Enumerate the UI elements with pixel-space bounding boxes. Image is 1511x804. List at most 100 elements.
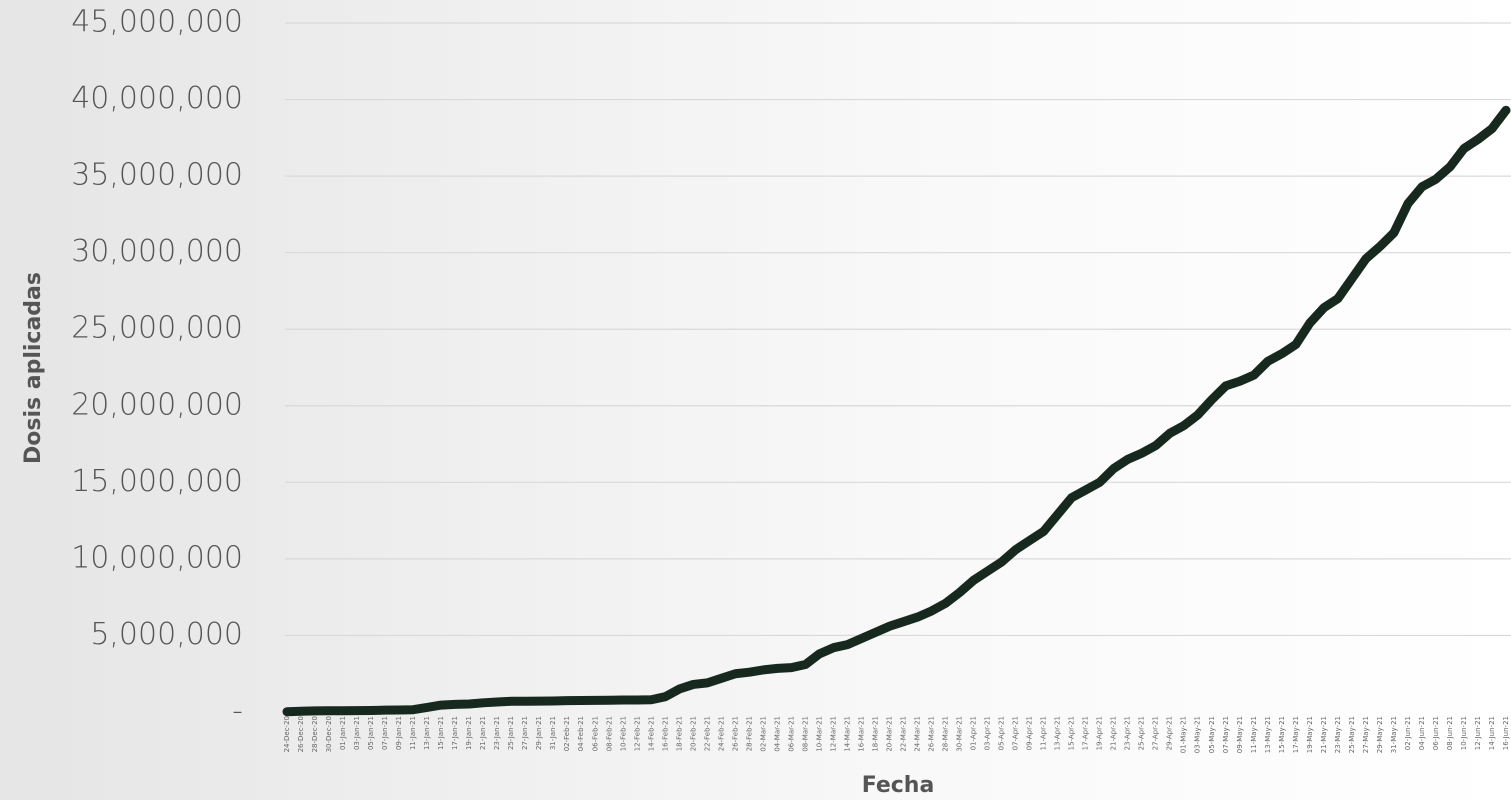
y-tick-label: 40,000,000 — [71, 81, 243, 116]
x-tick-label: 05-Apr-21 — [998, 716, 1006, 750]
x-tick-label: 06-Jun-21 — [1432, 716, 1440, 750]
x-tick-label: 10-Mar-21 — [815, 716, 823, 752]
x-tick-label: 12-Feb-21 — [633, 716, 641, 751]
x-tick-label: 17-May-21 — [1292, 716, 1300, 753]
x-tick-label: 02-Feb-21 — [563, 716, 571, 751]
x-tick-label: 22-Mar-21 — [900, 716, 908, 752]
x-tick-label: 05-Jan-21 — [367, 716, 375, 750]
y-tick-label: 15,000,000 — [71, 464, 243, 499]
x-tick-label: 12-Jun-21 — [1474, 716, 1482, 750]
x-tick-label: 07-Apr-21 — [1012, 716, 1020, 750]
y-tick-label: 30,000,000 — [71, 234, 243, 269]
x-tick-label: 03-Jan-21 — [353, 716, 361, 750]
x-tick-label: 09-Apr-21 — [1026, 716, 1034, 750]
y-tick-label: 5,000,000 — [90, 617, 243, 652]
x-tick-label: 15-Jan-21 — [437, 716, 445, 750]
x-tick-label: 03-Apr-21 — [984, 716, 992, 750]
x-tick-label: 14-Mar-21 — [843, 716, 851, 752]
x-tick-label: 28-Mar-21 — [942, 716, 950, 752]
y-tick-label: 45,000,000 — [71, 5, 243, 40]
x-tick-label: 25-May-21 — [1348, 716, 1356, 753]
x-tick-label: 17-Apr-21 — [1082, 716, 1090, 750]
x-tick-label: 08-Jun-21 — [1446, 716, 1454, 750]
x-tick-label: 04-Feb-21 — [577, 716, 585, 751]
x-tick-label: 20-Feb-21 — [689, 716, 697, 751]
x-tick-label: 13-Apr-21 — [1054, 716, 1062, 750]
x-tick-label: 06-Mar-21 — [787, 716, 795, 752]
x-tick-label: 23-Apr-21 — [1124, 716, 1132, 750]
x-tick-label: 31-Jan-21 — [549, 716, 557, 750]
x-tick-label: 30-Mar-21 — [956, 716, 964, 752]
x-tick-label: 22-Feb-21 — [703, 716, 711, 751]
x-tick-label: 27-Apr-21 — [1152, 716, 1160, 750]
x-axis-label: Fecha — [862, 773, 935, 798]
x-tick-label: 14-Feb-21 — [647, 716, 655, 751]
x-tick-label: 28-Feb-21 — [745, 716, 753, 751]
x-tick-label: 02-Mar-21 — [759, 716, 767, 752]
y-tick-label: 10,000,000 — [71, 540, 243, 575]
x-tick-label: 18-Mar-21 — [871, 716, 879, 752]
x-tick-label: 11-May-21 — [1250, 716, 1258, 753]
x-tick-label: 12-Mar-21 — [829, 716, 837, 752]
x-tick-label: 21-Apr-21 — [1110, 716, 1118, 750]
x-tick-label: 09-May-21 — [1236, 716, 1244, 753]
x-tick-label: 28-Dec-20 — [311, 716, 319, 752]
x-tick-label: 08-Feb-21 — [605, 716, 613, 751]
x-tick-label: 07-May-21 — [1222, 716, 1230, 753]
x-tick-label: 16-Mar-21 — [857, 716, 865, 752]
x-tick-label: 26-Dec-20 — [297, 716, 305, 752]
x-tick-label: 09-Jan-21 — [395, 716, 403, 750]
x-tick-label: 02-Jun-21 — [1404, 716, 1412, 750]
x-tick-label: 18-Feb-21 — [675, 716, 683, 751]
x-tick-label: 29-May-21 — [1376, 716, 1384, 753]
x-tick-label: 04-Mar-21 — [773, 716, 781, 752]
x-tick-label: 24-Mar-21 — [914, 716, 922, 752]
y-tick-label: 20,000,000 — [71, 387, 243, 422]
x-tick-label: 15-May-21 — [1278, 716, 1286, 753]
data-line — [282, 105, 1511, 717]
y-tick-label: 25,000,000 — [71, 311, 243, 346]
x-tick-label: 20-Mar-21 — [885, 716, 893, 752]
x-tick-label: 29-Apr-21 — [1166, 716, 1174, 750]
x-tick-label: 23-Jan-21 — [493, 716, 501, 750]
x-tick-label: 17-Jan-21 — [451, 716, 459, 750]
x-tick-label: 13-Jan-21 — [423, 716, 431, 750]
x-tick-label: 19-May-21 — [1306, 716, 1314, 753]
y-axis-label: Dosis aplicadas — [21, 272, 46, 464]
x-tick-label: 23-May-21 — [1334, 716, 1342, 753]
x-tick-label: 14-Jun-21 — [1488, 716, 1496, 750]
x-tick-label: 13-May-21 — [1264, 716, 1272, 753]
x-tick-label: 08-Mar-21 — [801, 716, 809, 752]
x-tick-label: 16-Jun-21 — [1502, 716, 1510, 750]
x-tick-label: 26-Mar-21 — [928, 716, 936, 752]
x-tick-label: 10-Feb-21 — [619, 716, 627, 751]
x-tick-label: 07-Jan-21 — [381, 716, 389, 750]
x-tick-label: 11-Apr-21 — [1040, 716, 1048, 750]
x-tick-label: 05-May-21 — [1208, 716, 1216, 753]
x-tick-label: 21-May-21 — [1320, 716, 1328, 753]
x-tick-label: 24-Feb-21 — [717, 716, 725, 751]
x-tick-label: 19-Jan-21 — [465, 716, 473, 750]
x-tick-label: 21-Jan-21 — [479, 716, 487, 750]
x-tick-label: 03-May-21 — [1194, 716, 1202, 753]
x-tick-label: 10-Jun-21 — [1460, 716, 1468, 750]
x-tick-label: 01-Jan-21 — [339, 716, 347, 750]
x-tick-label: 04-Jun-21 — [1418, 716, 1426, 750]
x-tick-label: 11-Jan-21 — [409, 716, 417, 750]
x-tick-label: 31-May-21 — [1390, 716, 1398, 753]
y-tick-label: - — [232, 694, 243, 729]
x-tick-label: 27-Jan-21 — [521, 716, 529, 750]
x-tick-label: 16-Feb-21 — [661, 716, 669, 751]
x-tick-label: 06-Feb-21 — [591, 716, 599, 751]
x-tick-label: 24-Dec-20 — [283, 716, 291, 752]
x-tick-label: 01-Apr-21 — [970, 716, 978, 750]
x-tick-label: 25-Jan-21 — [507, 716, 515, 750]
x-tick-label: 26-Feb-21 — [731, 716, 739, 751]
x-tick-label: 25-Apr-21 — [1138, 716, 1146, 750]
x-tick-label: 29-Jan-21 — [535, 716, 543, 750]
x-tick-label: 19-Apr-21 — [1096, 716, 1104, 750]
x-tick-label: 01-May-21 — [1180, 716, 1188, 753]
y-tick-label: 35,000,000 — [71, 158, 243, 193]
x-tick-label: 27-May-21 — [1362, 716, 1370, 753]
